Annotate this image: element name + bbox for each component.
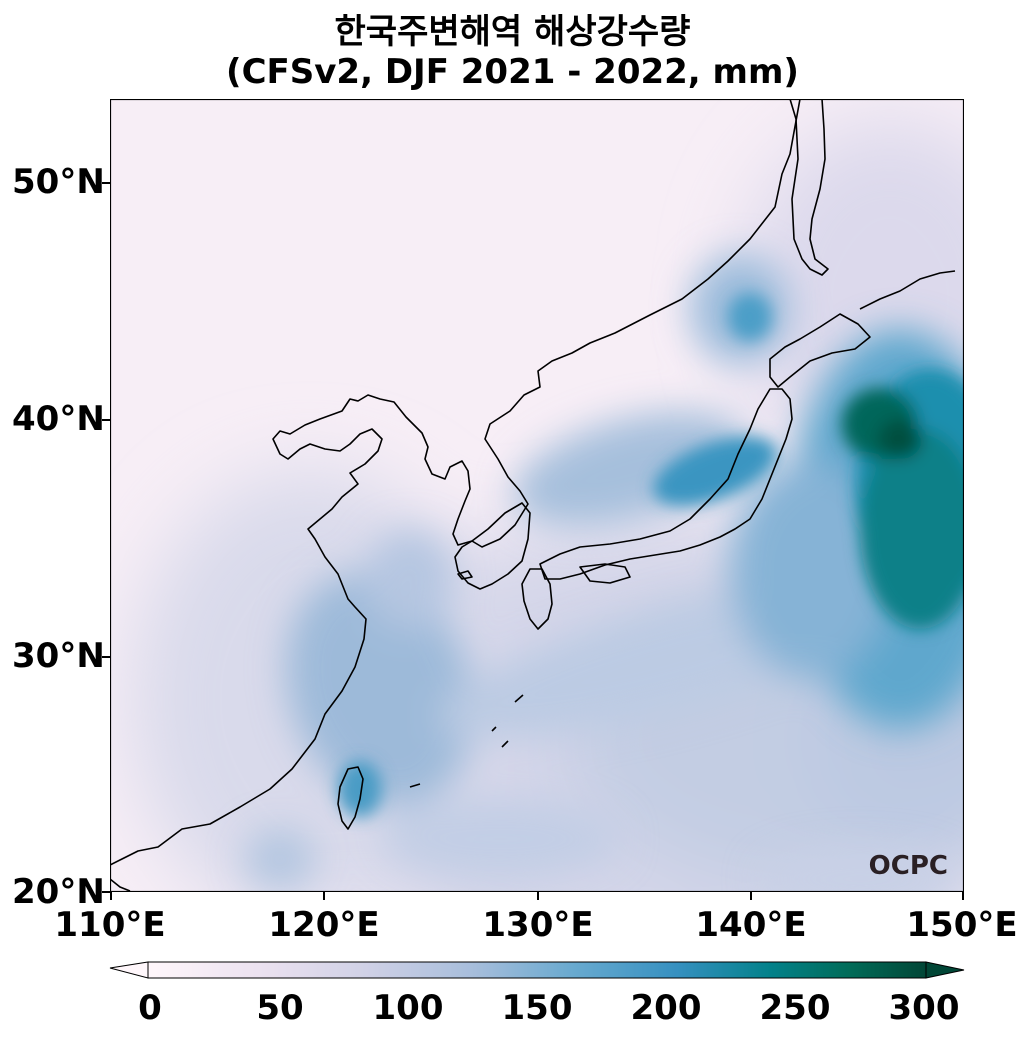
lat-label-20: 20°N <box>12 872 105 912</box>
colorbar-label-250: 250 <box>759 988 831 1028</box>
colorbar-extend-max <box>925 961 965 979</box>
colorbar-label-0: 0 <box>138 988 162 1028</box>
lat-label-40: 40°N <box>12 399 105 439</box>
colorbar-label-150: 150 <box>501 988 573 1028</box>
map-title-line2: (CFSv2, DJF 2021 - 2022, mm) <box>226 52 799 92</box>
lon-label-130: 130°E <box>482 905 594 945</box>
lon-tick-150 <box>962 892 964 900</box>
colorbar <box>109 961 965 979</box>
coastlines <box>110 99 956 892</box>
colorbar-gradient <box>147 961 927 979</box>
lat-tick-50 <box>102 182 110 184</box>
coastline-kyushu <box>521 568 553 630</box>
coastline-asian-mainland <box>110 99 801 866</box>
coastline-jeju <box>457 570 473 580</box>
lon-tick-120 <box>323 892 325 900</box>
lat-label-50: 50°N <box>12 162 105 202</box>
colorbar-label-50: 50 <box>256 988 304 1028</box>
coastline-korea <box>454 502 531 590</box>
lon-label-150: 150°E <box>906 905 1018 945</box>
coastline-taiwan <box>337 766 364 830</box>
colorbar-label-100: 100 <box>372 988 444 1028</box>
map-title-line1: 한국주변해역 해상강수량 <box>334 12 691 52</box>
precipitation-map: OCPC <box>110 99 964 892</box>
lon-label-120: 120°E <box>268 905 380 945</box>
coastline-shikoku <box>579 563 631 584</box>
colorbar-label-200: 200 <box>630 988 702 1028</box>
coastline-russia-sakhalin <box>789 99 829 276</box>
coastline-hokkaido <box>769 313 871 388</box>
coastline-hainan-edge <box>110 878 131 892</box>
ocpc-watermark: OCPC <box>869 851 948 881</box>
lon-tick-110 <box>110 892 112 900</box>
lon-tick-140 <box>750 892 752 900</box>
precipitation-field <box>110 99 964 892</box>
coastline-honshu <box>539 388 793 580</box>
lat-tick-40 <box>102 419 110 421</box>
colorbar-extend-min <box>109 961 149 979</box>
lat-tick-20 <box>102 891 110 893</box>
lon-label-140: 140°E <box>695 905 807 945</box>
map-frame <box>110 99 964 892</box>
lon-tick-130 <box>537 892 539 900</box>
lat-label-30: 30°N <box>12 636 105 676</box>
lat-tick-30 <box>102 656 110 658</box>
coastline-kurils <box>859 270 956 310</box>
colorbar-label-300: 300 <box>888 988 960 1028</box>
lon-label-110: 110°E <box>54 905 166 945</box>
coastline-ryukyu <box>409 694 524 788</box>
